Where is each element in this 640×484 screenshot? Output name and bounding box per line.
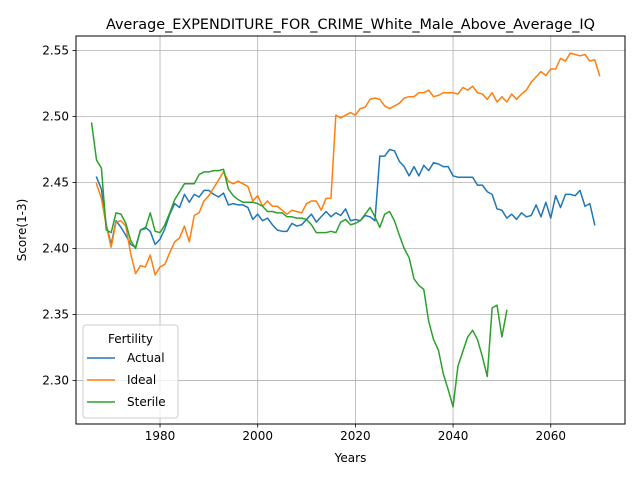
chart-title: Average_EXPENDITURE_FOR_CRIME_White_Male… — [106, 17, 595, 33]
y-tick-label: 2.30 — [42, 374, 69, 388]
y-axis-label: Score(1-3) — [15, 199, 29, 262]
x-tick-label: 1980 — [145, 429, 176, 443]
legend-title: Fertility — [108, 332, 153, 346]
y-tick-label: 2.55 — [42, 44, 69, 58]
y-tick-label: 2.45 — [42, 176, 69, 190]
x-tick-label: 2040 — [438, 429, 469, 443]
legend-label-ideal: Ideal — [127, 373, 156, 387]
x-tick-label: 2000 — [242, 429, 273, 443]
legend: Fertility Actual Ideal Sterile — [82, 324, 179, 419]
series-line-sterile — [90, 122, 508, 408]
legend-label-sterile: Sterile — [127, 395, 166, 409]
y-tick-label: 2.50 — [42, 110, 69, 124]
x-tick-label: 2060 — [535, 429, 566, 443]
grid-lines — [76, 36, 625, 424]
y-tick-label: 2.35 — [42, 308, 69, 322]
plot-frame — [75, 35, 626, 425]
x-axis-label: Years — [334, 451, 367, 465]
series-lines — [90, 52, 601, 408]
series-line-ideal — [95, 52, 601, 276]
series-line-actual — [95, 148, 596, 248]
legend-box — [82, 324, 179, 419]
legend-label-actual: Actual — [127, 351, 165, 365]
y-tick-label: 2.40 — [42, 242, 69, 256]
x-tick-label: 2020 — [340, 429, 371, 443]
axis-ticks: 1980 2000 2020 2040 2060 2.30 2.35 2.40 2.45 2.50… — [42, 44, 566, 443]
